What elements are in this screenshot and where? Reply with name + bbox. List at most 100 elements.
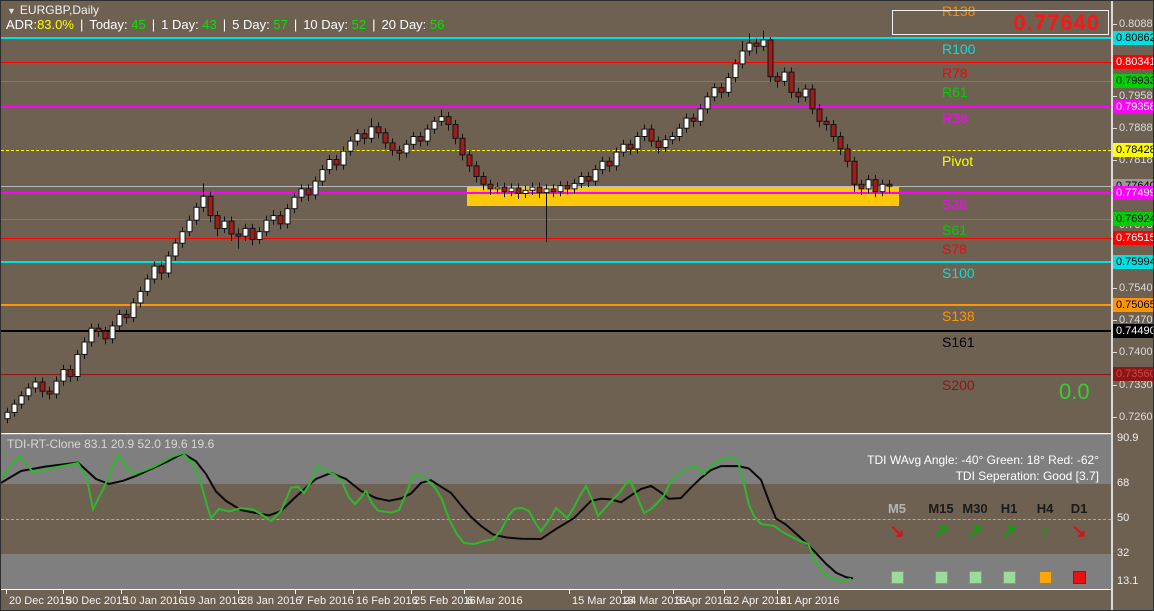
candle-body bbox=[151, 265, 158, 280]
indicator-scale[interactable]: 90.9 68 50 32 13.1 bbox=[1113, 432, 1153, 589]
candle-body bbox=[410, 136, 417, 145]
candle-body bbox=[676, 127, 683, 137]
level-line-s138[interactable] bbox=[1, 303, 1111, 306]
candle-body bbox=[844, 148, 851, 162]
level-scale-label-s38: 0.77499 bbox=[1113, 185, 1153, 200]
candle-body bbox=[305, 188, 312, 196]
candle-body bbox=[368, 126, 375, 139]
candle-body bbox=[109, 325, 116, 340]
level-line-s200[interactable] bbox=[1, 373, 1111, 375]
adr-item-label: 1 Day: bbox=[161, 17, 203, 32]
candle-body bbox=[53, 380, 60, 395]
candle-body bbox=[634, 136, 641, 150]
time-axis-tick bbox=[121, 590, 122, 594]
candle-body bbox=[319, 169, 326, 182]
level-label-pivot: Pivot bbox=[942, 152, 974, 169]
collapse-triangle-icon[interactable]: ▼ bbox=[7, 6, 16, 16]
level-line-r100[interactable] bbox=[1, 37, 1111, 39]
time-axis-tick bbox=[295, 590, 296, 594]
candle-body bbox=[781, 71, 788, 82]
candle-body bbox=[606, 160, 613, 167]
level-line-s78[interactable] bbox=[1, 237, 1111, 239]
candle-body bbox=[431, 120, 438, 130]
tdi-50-line bbox=[1, 518, 1111, 520]
level-scale-label-s100: 0.75994 bbox=[1113, 254, 1153, 269]
candle-body bbox=[18, 395, 25, 405]
adr-separator: | bbox=[293, 17, 298, 32]
price-scale[interactable]: 0.808800.795800.788800.781800.767800.754… bbox=[1113, 1, 1153, 589]
level-scale-label-pivot: 0.78428 bbox=[1113, 142, 1153, 157]
candle-body bbox=[697, 108, 704, 122]
candle-body bbox=[298, 188, 305, 198]
candle-body bbox=[508, 187, 515, 193]
level-line-r78[interactable] bbox=[1, 61, 1111, 63]
candle-body bbox=[417, 136, 424, 142]
tdi-separation-info: TDI Seperation: Good [3.7] bbox=[955, 469, 1099, 483]
level-line-s161[interactable] bbox=[1, 329, 1111, 332]
candle-body bbox=[823, 120, 830, 126]
candle-body bbox=[284, 208, 291, 225]
candle-body bbox=[564, 185, 571, 190]
candle-body bbox=[690, 117, 697, 122]
level-scale-label-r61: 0.79933 bbox=[1113, 73, 1153, 88]
time-axis-label: 3 Apr 2016 bbox=[676, 595, 730, 607]
candle-body bbox=[480, 176, 487, 185]
candle-body bbox=[88, 327, 95, 343]
timeframe-square-m30 bbox=[969, 571, 982, 584]
candle-body bbox=[354, 133, 361, 142]
candle-body bbox=[438, 116, 445, 122]
candle-body bbox=[767, 39, 774, 78]
candle-body bbox=[270, 215, 277, 221]
candle-body bbox=[753, 42, 760, 47]
level-line-pivot[interactable] bbox=[1, 149, 1111, 151]
level-line-r38[interactable] bbox=[1, 106, 1111, 109]
candle-body bbox=[312, 180, 319, 196]
time-axis-label: 24 Mar 2016 bbox=[624, 595, 686, 607]
candle-body bbox=[39, 381, 46, 392]
candle-body bbox=[4, 411, 11, 420]
level-line-s61[interactable] bbox=[1, 219, 1111, 221]
panel-splitter[interactable] bbox=[1, 433, 1111, 435]
candle-body bbox=[137, 290, 144, 304]
candle-body bbox=[613, 151, 620, 167]
time-axis-tick bbox=[777, 590, 778, 594]
level-line-s100[interactable] bbox=[1, 260, 1111, 263]
candle-body bbox=[123, 313, 130, 319]
candle-body bbox=[424, 128, 431, 142]
candle-body bbox=[25, 387, 32, 397]
current-price-box: 0.77640 bbox=[892, 10, 1109, 35]
time-axis-label: 10 Jan 2016 bbox=[124, 595, 185, 607]
candle-body bbox=[578, 176, 585, 184]
time-axis-label: 30 Dec 2015 bbox=[66, 595, 129, 607]
candle-body bbox=[32, 381, 39, 389]
time-axis-tick bbox=[724, 590, 725, 594]
adr-percent: 83.0% bbox=[37, 17, 74, 32]
symbol-label: EURGBP,Daily bbox=[19, 3, 100, 17]
time-axis-label: 6 Mar 2016 bbox=[467, 595, 523, 607]
price-chart-area[interactable]: R138 R100 R78 R61 R38 Pivot S38 S61 S78 S100 S138 S… bbox=[1, 1, 1111, 433]
candle-body bbox=[760, 39, 767, 47]
candle-body bbox=[648, 128, 655, 142]
timeframe-square-m5 bbox=[891, 571, 904, 584]
candle-body bbox=[683, 117, 690, 129]
time-axis-tick bbox=[411, 590, 412, 594]
indicator-scale-tick: 50 bbox=[1117, 511, 1130, 524]
time-axis[interactable]: 20 Dec 2015 30 Dec 2015 10 Jan 2016 19 Jan … bbox=[1, 589, 1111, 610]
candle-body bbox=[529, 186, 536, 191]
timeframe-arrow-m15-icon: ↗ bbox=[933, 521, 949, 541]
level-line-r61[interactable] bbox=[1, 80, 1111, 82]
zero-value-label: 0.0 bbox=[1059, 379, 1090, 404]
candle-body bbox=[557, 185, 564, 193]
timeframe-label-m5: M5 bbox=[887, 501, 907, 516]
level-scale-label-s200: 0.73560 bbox=[1113, 366, 1153, 381]
candle-body bbox=[452, 124, 459, 139]
level-line-s38[interactable] bbox=[1, 191, 1111, 194]
timeframe-label-h4: H4 bbox=[1036, 501, 1054, 516]
symbol-title: ▼ EURGBP,Daily bbox=[7, 3, 99, 17]
time-axis-tick bbox=[569, 590, 570, 594]
candle-body bbox=[620, 143, 627, 153]
adr-item-value: 57 bbox=[273, 17, 288, 32]
candle-body bbox=[515, 187, 522, 194]
tdi-indicator-panel[interactable]: TDI-RT-Clone 83.1 20.9 52.0 19.6 19.6 TD… bbox=[1, 435, 1111, 589]
